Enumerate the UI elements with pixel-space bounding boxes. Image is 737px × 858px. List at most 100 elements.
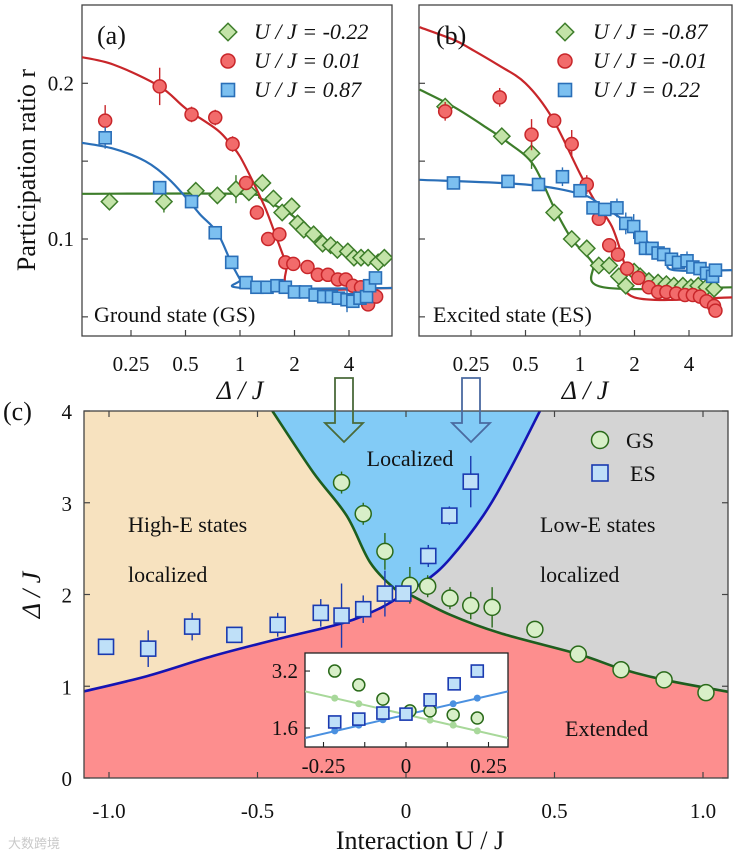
panel-b-fit-line-1: [419, 88, 732, 291]
panel-a-legend-label-2: U / J = 0.01: [254, 48, 361, 73]
panel-a-series-2-point: [152, 79, 167, 94]
panel-b-series-1-point: [522, 144, 541, 163]
panel-c-gs-point: [526, 620, 544, 639]
panel-a-series-2-point: [300, 259, 315, 275]
panel-c-gs-point: [461, 596, 480, 615]
marks-layer: 0.25 0.5 1 2 4 0.1 0.2 0.25 0.5 1 2 4 -1.0 -0.5 0 0.5 1.…: [48, 4, 733, 823]
arrow-from-panel-a-icon: [322, 377, 366, 444]
inset-plot-area: [305, 664, 508, 739]
inset-xtick-label: -0.25: [302, 754, 346, 778]
inset-gs-point: [376, 692, 390, 706]
panel-b-xtick-label: 1: [575, 352, 586, 376]
panel-a-legend-label-3: U / J = 0.87: [254, 77, 362, 102]
panel-c-legend-marker-es: [591, 464, 609, 482]
panel-b-series-3-point: [555, 169, 570, 184]
panel-a-series-1-point: [375, 248, 392, 267]
region-localized-label: Localized: [367, 446, 454, 471]
inset-xtick-label: 0.25: [470, 754, 507, 778]
panel-c-regions: [84, 411, 728, 778]
panel-c-gs-point: [418, 577, 437, 595]
panel-c-xtick-label: -0.5: [241, 799, 274, 823]
inset-es-point: [399, 707, 413, 721]
panel-a-legend-marker-1: [218, 22, 238, 42]
panel-a-xtick-label: 2: [289, 352, 300, 376]
panel-c-es-point: [354, 600, 372, 618]
panel-b-annotation: Excited state (ES): [433, 302, 592, 327]
panel-a-ytick-label: 0.1: [48, 227, 74, 251]
panel-a-series-1-point: [208, 186, 227, 205]
panel-b: 0.25 0.5 1 2 4: [418, 4, 733, 376]
panel-c-gs-point: [655, 671, 673, 689]
panel-c-xlabel: Interaction U / J: [336, 826, 504, 855]
panel-b-series-2-point: [631, 270, 646, 286]
inset-es-point: [423, 693, 437, 707]
panel-a-legend-marker-2: [220, 53, 236, 69]
panel-a-legend-marker-3: [220, 82, 236, 98]
panel-a-series-1-point: [304, 225, 323, 244]
panel-b-series-2-point: [619, 261, 635, 276]
panel-b-legend-label-1: U / J = -0.87: [593, 19, 708, 44]
panel-b-series-3-point: [586, 201, 600, 215]
panel-a-series-3-point: [208, 225, 223, 240]
inset-theory-point: [331, 694, 339, 702]
region-low-e-label-line1: Low-E states: [540, 512, 655, 537]
panel-b-series-1-point: [577, 239, 596, 258]
panel-c-gs-point: [612, 660, 630, 679]
region-extended-label: Extended: [565, 716, 648, 741]
panel-b-frame: [418, 4, 733, 337]
boundary-blue-lower: [84, 591, 407, 693]
panel-b-series-2-point: [437, 104, 453, 119]
inset-xtick-label: 0: [401, 754, 412, 778]
panel-b-series-1-point: [544, 203, 564, 222]
inset-theory-point: [473, 727, 481, 735]
panel-a-series-1-point: [264, 189, 283, 208]
inset-gs-point: [423, 704, 437, 718]
panel-a-series-1-point: [282, 197, 301, 216]
region-high-e-label-line2: localized: [128, 562, 207, 587]
panel-a-xtick-label: 4: [344, 352, 355, 376]
panel-a-ylabel: Participation ratio r: [12, 69, 41, 272]
panel-b-series-3-point: [573, 183, 587, 198]
inset-theory-point: [449, 721, 457, 729]
panel-c-ytick-label: 0: [62, 767, 73, 791]
panel-a-frame: [81, 4, 393, 337]
panel-c-es-point: [462, 473, 480, 490]
inset-gs-point: [352, 678, 366, 692]
panel-a-series-2-point: [208, 110, 223, 125]
inset-gs-point: [470, 711, 485, 725]
panel-b-xtick-label: 4: [684, 352, 695, 376]
panel-c: -1.0 -0.5 0 0.5 1.0 0 1 2 3 4: [62, 377, 729, 823]
panel-b-series-3-point: [610, 201, 624, 215]
panel-c-es-point: [333, 607, 350, 624]
panel-c-es-point: [419, 547, 437, 565]
region-high-e-localized: [84, 411, 406, 692]
region-low-e-localized: [406, 411, 728, 692]
panel-c-legend-marker-gs: [590, 430, 610, 450]
panel-b-legend-marker-2: [557, 53, 573, 69]
panel-c-es-point: [441, 507, 458, 524]
panel-c-ytick-label: 1: [62, 675, 73, 699]
panel-b-series-2-point: [546, 113, 562, 128]
panel-c-gs-point: [697, 683, 715, 702]
inset-gs-point: [327, 664, 342, 678]
panel-b-legend-label-2: U / J = -0.01: [593, 48, 707, 73]
panel-c-xtick-label: 0: [401, 799, 412, 823]
inset-es-point: [352, 712, 366, 726]
panel-a-xtick-label: 0.5: [172, 352, 198, 376]
region-localized: [272, 411, 540, 593]
panel-c-gs-point: [354, 505, 372, 523]
panel-a-series-2-point: [238, 175, 254, 191]
panel-a-series-2-point: [249, 205, 265, 220]
panel-c-legend-es: ES: [630, 461, 656, 486]
region-high-e-label-line1: High-E states: [128, 512, 247, 537]
panel-a-plot-area: [82, 56, 392, 313]
panel-b-plot-area: [419, 26, 732, 318]
inset-ytick-label: 1.6: [272, 716, 298, 740]
panel-a-series-1-point: [100, 192, 119, 211]
panel-c-es-point: [269, 616, 286, 634]
inset-ytick-label: 3.2: [272, 659, 298, 683]
panel-a-legend-label-1: U / J = -0.22: [254, 19, 368, 44]
panel-c-ytick-label: 4: [62, 400, 73, 424]
panel-b-series-3-point: [708, 263, 723, 277]
